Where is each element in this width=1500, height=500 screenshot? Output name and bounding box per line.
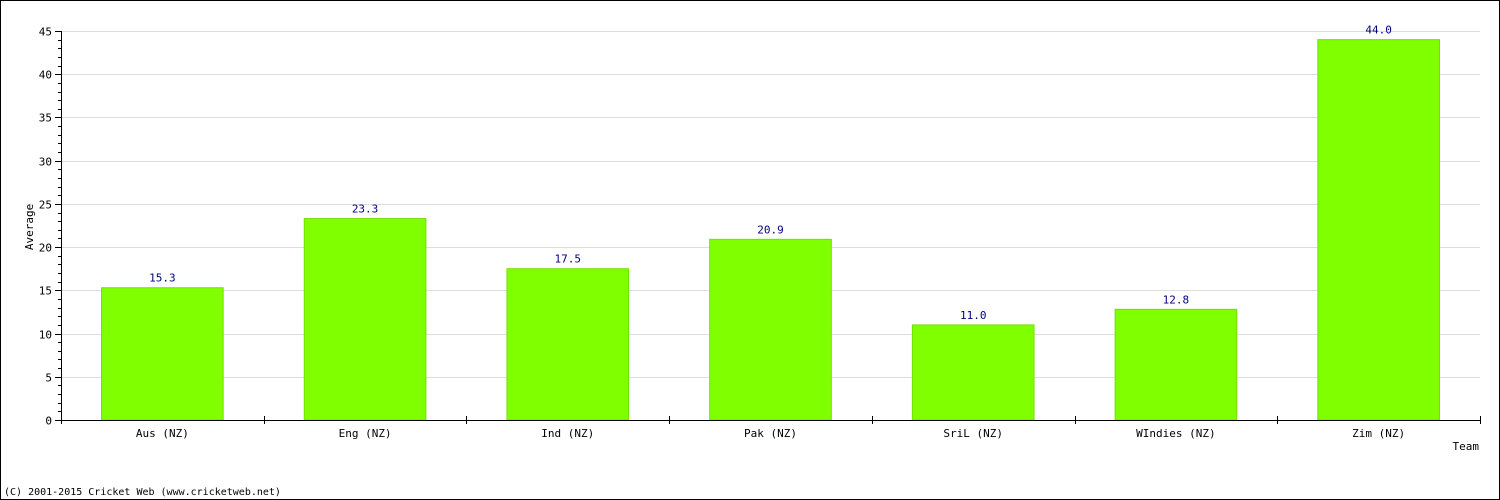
bars — [101, 39, 1440, 421]
y-tick-label: 15 — [39, 285, 52, 298]
y-tick-label: 5 — [45, 372, 52, 385]
x-tick-label: Ind (NZ) — [541, 427, 594, 440]
bar — [303, 218, 427, 421]
axes — [61, 31, 1480, 421]
x-tick-label: SriL (NZ) — [943, 427, 1003, 440]
bar — [1114, 308, 1238, 421]
gridlines — [61, 31, 1480, 378]
x-tick-label: Zim (NZ) — [1352, 427, 1405, 440]
x-tick-label: Pak (NZ) — [744, 427, 797, 440]
y-tick-label: 35 — [39, 112, 52, 125]
y-tick-label: 10 — [39, 329, 52, 342]
y-tick-label: 25 — [39, 199, 52, 212]
y-tick-label: 40 — [39, 69, 52, 82]
bar — [709, 238, 832, 421]
x-axis-title: Team — [1453, 440, 1480, 453]
bar-value-label: 11.0 — [960, 309, 987, 322]
y-tick-label: 30 — [39, 156, 52, 169]
y-tick-label: 0 — [45, 415, 52, 428]
x-tick-label: Eng (NZ) — [339, 427, 392, 440]
y-tick-label: 20 — [39, 242, 52, 255]
bar-value-label: 12.8 — [1163, 293, 1190, 306]
bar — [911, 324, 1035, 421]
y-axis-ticks: 0 5 10 15 20 25 30 35 40 45 — [39, 26, 61, 428]
y-axis-title: Average — [23, 204, 36, 250]
y-tick-label: 45 — [39, 26, 52, 39]
x-axis-ticks: Aus (NZ) Eng (NZ) Ind (NZ) Pak (NZ) SriL (NZ… — [61, 416, 1481, 440]
bar — [101, 287, 224, 421]
bar-value-label: 44.0 — [1365, 24, 1392, 37]
bar-value-label: 15.3 — [149, 272, 176, 285]
x-tick-label: Aus (NZ) — [136, 427, 189, 440]
bar — [506, 268, 630, 421]
bar — [1317, 39, 1440, 421]
copyright-text: (C) 2001-2015 Cricket Web (www.cricketwe… — [4, 487, 281, 498]
bar-value-label: 17.5 — [555, 253, 582, 266]
x-tick-label: WIndies (NZ) — [1136, 427, 1215, 440]
data-labels: 15.3 23.3 17.5 20.9 11.0 12.8 44.0 — [149, 24, 1392, 322]
bar-value-label: 23.3 — [352, 203, 379, 216]
bar-value-label: 20.9 — [757, 223, 784, 236]
